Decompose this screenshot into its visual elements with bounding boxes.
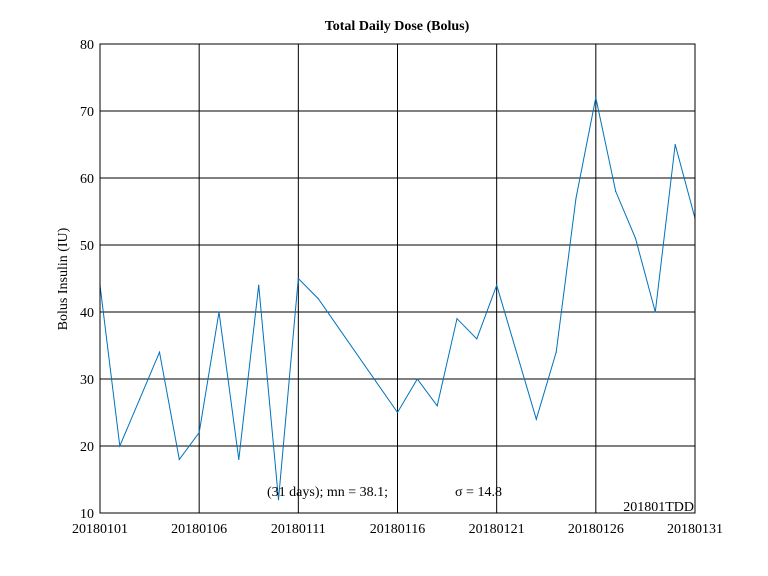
data-point: [575, 197, 577, 199]
x-tick-label: 20180111: [271, 522, 326, 537]
sigma-annotation: σ = 14.8: [455, 485, 502, 500]
data-point: [317, 298, 319, 300]
data-point: [277, 499, 280, 501]
data-point: [139, 398, 141, 400]
data-point: [535, 418, 537, 420]
y-tick-label: 30: [80, 373, 94, 388]
y-tick-label: 20: [80, 440, 94, 455]
data-point: [297, 277, 299, 280]
y-tick-label: 50: [80, 239, 94, 254]
chart-title: Total Daily Dose (Bolus): [325, 19, 470, 34]
y-tick-label: 70: [80, 105, 94, 120]
data-point: [436, 405, 438, 407]
x-tick-label: 20180101: [72, 522, 128, 537]
data-point: [476, 338, 478, 340]
data-point: [119, 445, 121, 447]
data-point: [674, 143, 676, 146]
y-tick-label: 60: [80, 172, 94, 187]
x-tick-label: 20180116: [370, 522, 425, 537]
data-point: [258, 284, 260, 286]
data-point: [396, 411, 399, 414]
data-point: [456, 318, 458, 320]
plot-frame: [99, 43, 696, 514]
data-point: [654, 311, 656, 313]
data-point: [555, 351, 557, 353]
y-tick-label: 40: [80, 306, 94, 321]
x-tick-label: 20180131: [667, 522, 723, 537]
data-point: [615, 190, 617, 192]
x-tick-label: 20180106: [171, 522, 227, 537]
data-point: [496, 284, 498, 286]
file-label: 201801TDD: [623, 500, 694, 515]
data-point: [238, 458, 240, 460]
data-point: [416, 378, 418, 380]
data-point: [198, 432, 200, 434]
data-point: [218, 311, 220, 313]
y-axis-label: Bolus Insulin (IU): [56, 227, 71, 330]
data-point: [178, 458, 180, 460]
grid-lines: [100, 44, 695, 513]
data-point: [595, 97, 597, 99]
x-tick-label: 20180121: [469, 522, 525, 537]
x-axis-ticks: 20180101 20180106 20180111 20180116 20180121…: [72, 522, 723, 537]
y-tick-label: 10: [80, 507, 94, 522]
y-tick-label: 80: [80, 38, 94, 53]
data-point: [158, 351, 161, 353]
data-point: [634, 237, 637, 239]
y-axis-ticks: 10 20 30 40 50 60 70 80: [80, 38, 94, 522]
stats-annotation: (31 days); mn = 38.1;: [267, 485, 388, 500]
x-tick-label: 20180126: [568, 522, 624, 537]
series-group: [99, 97, 696, 501]
